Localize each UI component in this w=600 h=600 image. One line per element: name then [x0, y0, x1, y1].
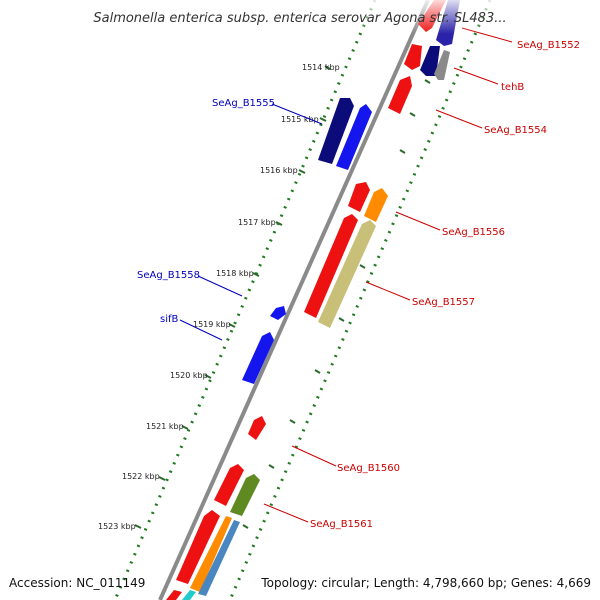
label-seag-b1560[interactable]: SeAg_B1560: [337, 463, 400, 474]
gene-seag-b1556-red[interactable]: [348, 182, 370, 212]
tick-label-1518: 1518 kbp: [216, 269, 254, 278]
gene-seag-b1556[interactable]: [364, 188, 388, 222]
gene-seag-b1554[interactable]: [388, 76, 412, 114]
gene-seag-b1555-navy[interactable]: [318, 98, 354, 164]
tick-label-1519: 1519 kbp: [193, 320, 231, 329]
tick-label-1515: 1515 kbp: [281, 115, 319, 124]
inner-dotted-track: [113, 0, 377, 600]
genome-backbone: [158, 0, 430, 600]
label-seag-b1552[interactable]: SeAg_B1552: [517, 40, 580, 51]
label-tehb[interactable]: tehB: [501, 82, 524, 93]
label-seag-b1554[interactable]: SeAg_B1554: [484, 125, 547, 136]
gene-seag-b1557-red[interactable]: [304, 214, 358, 318]
gene-seag-b1561[interactable]: [230, 474, 260, 516]
tick-label-1521: 1521 kbp: [146, 422, 184, 431]
tick-label-1516: 1516 kbp: [260, 166, 298, 175]
gene-seag-b1557[interactable]: [318, 220, 376, 328]
label-seag-b1556[interactable]: SeAg_B1556: [442, 227, 505, 238]
label-seag-b1561[interactable]: SeAg_B1561: [310, 519, 373, 530]
gene-seag-b1554-a[interactable]: [404, 44, 422, 70]
gene-bottom-steelblue[interactable]: [198, 520, 240, 596]
tick-marks: [134, 65, 331, 529]
gene-tehb[interactable]: [420, 46, 450, 80]
gene-seag-b1555[interactable]: [336, 104, 372, 170]
accession-text: Accession: NC_011149: [9, 576, 145, 590]
outer-dotted-track: [228, 0, 492, 600]
title-fade: [0, 0, 600, 34]
label-seag-b1558[interactable]: SeAg_B1558: [137, 270, 200, 281]
tick-label-1522: 1522 kbp: [122, 472, 160, 481]
label-seag-b1557[interactable]: SeAg_B1557: [412, 297, 475, 308]
label-seag-b1555[interactable]: SeAg_B1555: [212, 98, 275, 109]
gene-bottom-red[interactable]: [176, 510, 220, 584]
topology-text: Topology: circular; Length: 4,798,660 bp…: [260, 576, 591, 590]
gene-bottom-orange[interactable]: [190, 516, 232, 592]
gene-sifb[interactable]: [242, 332, 274, 384]
outer-ticks: [242, 79, 431, 529]
tick-label-1520: 1520 kbp: [170, 371, 208, 380]
gene-red-mid[interactable]: [248, 416, 266, 440]
map-title: Salmonella enterica subsp. enterica sero…: [93, 11, 506, 26]
gene-bottom-cyan[interactable]: [166, 590, 196, 600]
gene-seag-b1560[interactable]: [214, 464, 244, 506]
tick-label-1517: 1517 kbp: [238, 218, 276, 227]
tick-label-1514: 1514 kbp: [302, 63, 340, 72]
label-sifb[interactable]: sifB: [160, 314, 179, 325]
gene-seag-b1558[interactable]: [270, 306, 286, 320]
tick-label-1523: 1523 kbp: [98, 522, 136, 531]
